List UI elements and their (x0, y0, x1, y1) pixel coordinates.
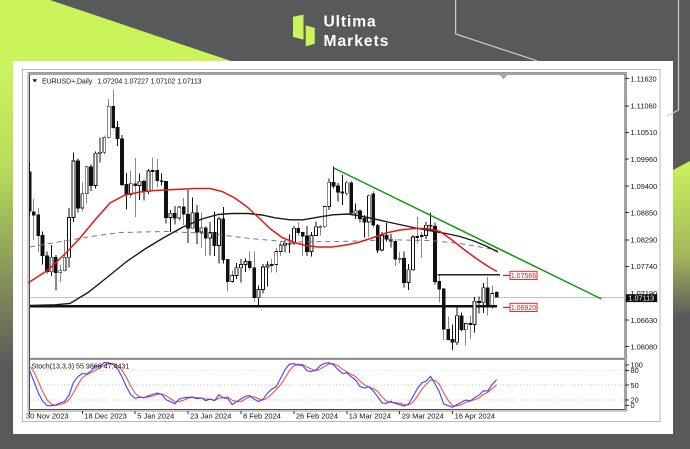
svg-text:0: 0 (631, 401, 635, 410)
svg-text:18 Dec 2023: 18 Dec 2023 (84, 412, 127, 421)
svg-text:13 Mar 2024: 13 Mar 2024 (349, 412, 391, 421)
svg-text:EURUSD+,Daily 1.07204 1.07227: EURUSD+,Daily 1.07204 1.07227 1.07102 1.… (42, 79, 202, 86)
svg-text:1.09960: 1.09960 (631, 155, 658, 164)
svg-text:5 Jan 2024: 5 Jan 2024 (137, 412, 174, 421)
svg-text:16 Apr 2024: 16 Apr 2024 (455, 412, 495, 421)
svg-text:1.08290: 1.08290 (631, 236, 658, 245)
svg-text:20: 20 (631, 396, 639, 405)
svg-text:1.11620: 1.11620 (631, 75, 657, 84)
svg-text:1.07740: 1.07740 (631, 262, 658, 271)
svg-text:1.07113: 1.07113 (628, 294, 654, 303)
svg-text:Markets: Markets (324, 33, 390, 50)
svg-text:1.10510: 1.10510 (631, 128, 658, 137)
svg-text:1.09400: 1.09400 (631, 182, 658, 191)
svg-text:1.06920: 1.06920 (511, 305, 536, 312)
svg-text:Ultima: Ultima (324, 14, 377, 31)
svg-text:8 Feb 2024: 8 Feb 2024 (243, 412, 281, 421)
svg-text:29 Mar 2024: 29 Mar 2024 (402, 412, 444, 421)
svg-text:1.06080: 1.06080 (631, 343, 658, 352)
svg-text:1.08850: 1.08850 (631, 209, 658, 218)
svg-text:1.11060: 1.11060 (631, 102, 657, 111)
svg-text:1.06630: 1.06630 (631, 316, 658, 325)
svg-text:50: 50 (631, 381, 639, 390)
svg-text:1.07190: 1.07190 (631, 289, 658, 298)
svg-text:30 Nov 2023: 30 Nov 2023 (26, 412, 69, 421)
svg-text:23 Jan 2024: 23 Jan 2024 (190, 412, 231, 421)
svg-text:1.07566: 1.07566 (511, 273, 536, 280)
svg-text:Stoch(13,3,3) 55.9866 47.4431: Stoch(13,3,3) 55.9866 47.4431 (32, 363, 130, 371)
svg-text:80: 80 (631, 366, 639, 375)
svg-text:26 Feb 2024: 26 Feb 2024 (296, 412, 338, 421)
svg-text:100: 100 (631, 361, 643, 370)
